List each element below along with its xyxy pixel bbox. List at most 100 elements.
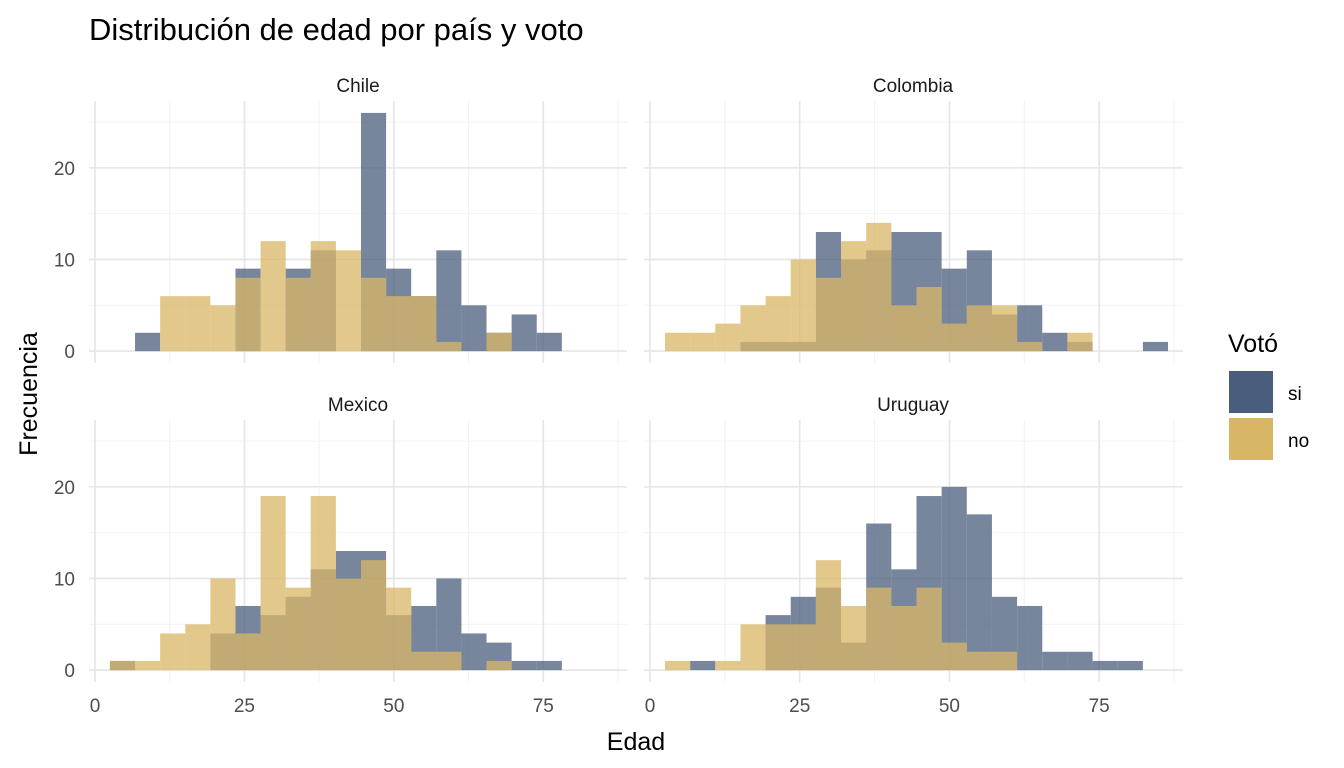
bar-mexico-no <box>185 624 211 671</box>
y-axis-title: Frecuencia <box>15 332 43 456</box>
bar-mexico-no <box>260 496 286 671</box>
x-tick-label: 25 <box>234 696 255 717</box>
bar-uruguay-no <box>765 624 791 671</box>
bar-uruguay-si <box>941 486 967 671</box>
bar-colombia-no <box>790 259 816 352</box>
bar-chile-no <box>386 296 412 352</box>
bar-colombia-no <box>715 323 741 352</box>
bar-chile-no <box>160 296 186 352</box>
bar-colombia-no <box>866 222 892 352</box>
bar-uruguay-no <box>790 624 816 671</box>
bar-uruguay-no <box>966 651 992 671</box>
bar-uruguay-si <box>1067 651 1093 671</box>
x-tick-label: 0 <box>90 696 101 717</box>
bar-mexico-no <box>436 651 462 671</box>
bar-chile-si <box>511 314 537 352</box>
chart-title: Distribución de edad por país y voto <box>89 12 584 47</box>
panel-mexico: Mexico 0 10 20 0 25 50 75 <box>54 395 627 717</box>
bar-mexico-no <box>386 587 412 671</box>
bar-uruguay-no <box>866 587 892 671</box>
y-tick-label: 20 <box>54 159 75 180</box>
legend-title: Votó <box>1228 330 1278 358</box>
x-tick-label: 75 <box>533 696 554 717</box>
bar-chile-no <box>185 296 211 352</box>
bar-mexico-no <box>310 496 336 671</box>
bar-chile-no <box>285 277 311 352</box>
bars-mexico <box>109 496 562 671</box>
bar-colombia-no <box>1017 341 1043 352</box>
bar-uruguay-no <box>715 660 741 671</box>
bar-colombia-no <box>916 286 942 352</box>
bar-chile-no <box>335 250 361 352</box>
strip-label-uruguay: Uruguay <box>877 395 949 416</box>
bars-colombia <box>664 222 1169 352</box>
x-tick-label: 50 <box>383 696 404 717</box>
bar-colombia-no <box>966 305 992 352</box>
x-tick-label: 25 <box>789 696 810 717</box>
x-axis-title: Edad <box>607 728 665 756</box>
x-tick-label: 0 <box>645 696 656 717</box>
panel-chile: Chile 0 10 20 <box>54 76 627 363</box>
legend-label-si: si <box>1288 384 1302 405</box>
bar-colombia-no <box>740 305 766 352</box>
bar-uruguay-si <box>1042 651 1068 671</box>
bars-chile <box>135 112 562 352</box>
panel-uruguay: Uruguay 0 25 50 75 <box>644 395 1183 717</box>
bar-colombia-no <box>941 323 967 352</box>
bar-chile-no <box>360 277 387 352</box>
strip-label-mexico: Mexico <box>328 395 388 416</box>
bar-uruguay-no <box>916 587 942 671</box>
bar-colombia-si <box>1142 341 1169 352</box>
bar-mexico-no <box>486 660 512 671</box>
bar-colombia-no <box>765 296 791 352</box>
y-tick-label: 10 <box>54 569 75 590</box>
bar-colombia-no <box>664 332 691 352</box>
bar-mexico-si <box>511 660 537 671</box>
bar-uruguay-no <box>815 560 842 671</box>
bar-colombia-no <box>891 305 917 352</box>
bar-chile-no <box>486 332 512 352</box>
panel-colombia: Colombia <box>644 76 1183 363</box>
x-tick-label: 50 <box>939 696 960 717</box>
bar-chile-no <box>260 241 286 352</box>
bar-colombia-no <box>991 305 1018 352</box>
bar-colombia-no <box>841 241 867 352</box>
bar-chile-si <box>436 250 462 352</box>
bar-colombia-no <box>815 277 842 352</box>
bar-mexico-si <box>536 660 562 671</box>
y-tick-label: 0 <box>64 342 75 363</box>
bar-mexico-no <box>135 660 161 671</box>
bar-mexico-no <box>285 587 311 671</box>
bar-uruguay-si <box>1092 660 1118 671</box>
bar-chile-si <box>461 305 487 352</box>
x-tick-label: 75 <box>1089 696 1110 717</box>
bar-uruguay-no <box>941 642 967 671</box>
legend-label-no: no <box>1288 431 1309 452</box>
legend-swatch-no <box>1229 418 1273 460</box>
legend: Votó si no <box>1228 330 1309 460</box>
bar-uruguay-no <box>891 605 917 671</box>
bar-uruguay-no <box>740 624 766 671</box>
bar-chile-no <box>235 277 261 352</box>
bar-chile-si <box>536 332 562 352</box>
bar-uruguay-si <box>966 514 992 671</box>
bar-mexico-no <box>360 560 387 671</box>
bar-chile-no <box>310 241 336 352</box>
bar-colombia-no <box>690 332 716 352</box>
bar-mexico-no <box>411 651 437 671</box>
y-tick-label: 20 <box>54 478 75 499</box>
bar-mexico-si <box>461 633 487 671</box>
y-tick-label: 10 <box>54 250 75 271</box>
bar-chile-no <box>210 305 236 352</box>
bar-mexico-no <box>210 578 236 671</box>
bar-uruguay-si <box>1017 605 1043 671</box>
bar-uruguay-no <box>991 651 1018 671</box>
bar-uruguay-si <box>1117 660 1143 671</box>
bar-chile-no <box>411 296 437 352</box>
bars-uruguay <box>664 486 1143 671</box>
bar-uruguay-no <box>841 605 867 671</box>
bar-uruguay-no <box>664 660 691 671</box>
bar-uruguay-si <box>690 660 716 671</box>
bar-chile-si <box>135 332 161 352</box>
